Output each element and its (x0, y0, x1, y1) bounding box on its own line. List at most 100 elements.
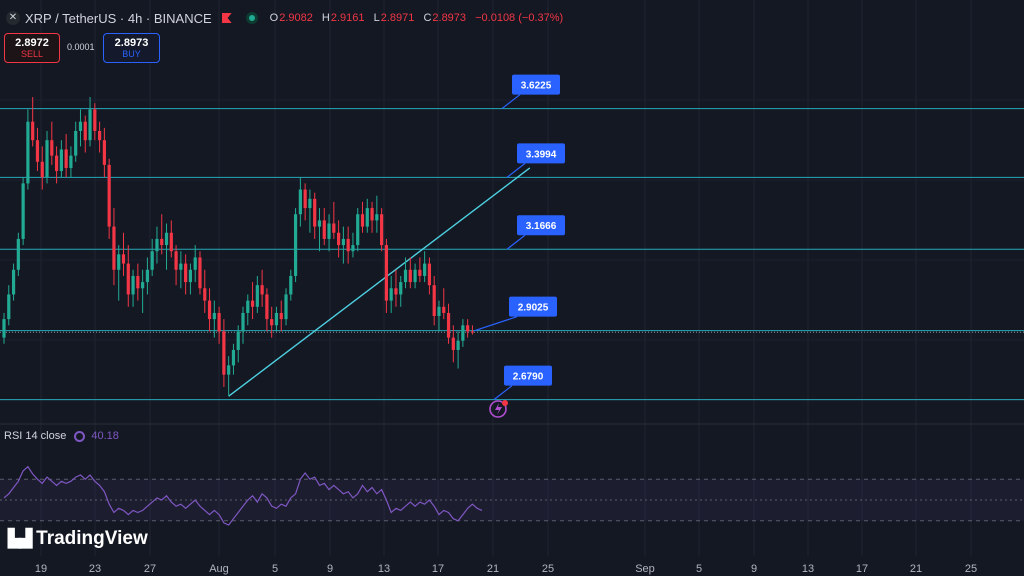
candle-body (337, 232, 341, 246)
candle-body (40, 161, 44, 178)
time-tick-label: 21 (487, 563, 499, 575)
candle-body (21, 183, 25, 239)
market-open-icon (245, 12, 258, 24)
ohlc-key: C (423, 12, 432, 24)
candle-body (437, 306, 441, 317)
ohlc-high: 2.9161 (330, 12, 365, 24)
candle-body (317, 220, 322, 227)
candle-body (26, 121, 30, 184)
candle-body (45, 140, 49, 178)
candle-body (117, 254, 121, 270)
callout-label: 2.9025 (518, 303, 549, 314)
candle-body (289, 275, 293, 295)
candle-body (59, 149, 63, 172)
time-tick-label: Aug (209, 563, 229, 575)
time-tick-label: 23 (89, 563, 101, 575)
candle-body (260, 285, 264, 295)
callout-box (517, 215, 565, 236)
candle-body (69, 155, 73, 168)
candle-body (188, 269, 193, 283)
candle-body (222, 331, 226, 375)
callout-label: 3.1666 (526, 221, 557, 232)
time-tick-label: 21 (910, 563, 922, 575)
candle-body (470, 331, 475, 333)
flag-icon[interactable] (221, 13, 232, 23)
trendline[interactable] (228, 167, 531, 397)
candle-body (423, 263, 427, 276)
cycle-icon[interactable] (74, 430, 86, 442)
candle-body (427, 263, 432, 286)
callout-label: 3.6225 (521, 81, 552, 92)
rsi-legend[interactable]: RSI 14 close 40.18 (4, 430, 119, 442)
candle-body (451, 337, 455, 350)
sell-button[interactable]: 2.8972 SELL (4, 33, 60, 63)
time-tick-label: 19 (35, 563, 47, 575)
candle-body (432, 285, 436, 317)
callout-label: 3.3994 (526, 149, 557, 160)
buy-label: BUY (122, 49, 141, 59)
candle-body (102, 140, 106, 165)
candle-body (174, 251, 178, 270)
candle-body (446, 312, 451, 338)
candle-body (298, 189, 302, 215)
candle-body (141, 282, 145, 289)
candle-body (293, 214, 298, 276)
candle-body (341, 238, 345, 246)
time-tick-label: 27 (144, 563, 156, 575)
candle-body (279, 312, 283, 320)
candle-body (198, 257, 202, 289)
candle-body (351, 245, 355, 252)
ohlc-values: O2.9082 H2.9161 L2.8971 C2.8973 −0.0108 … (270, 12, 570, 24)
candle-body (241, 312, 245, 332)
time-tick-label: 5 (696, 563, 702, 575)
candle-body (212, 312, 216, 320)
callout-box (504, 365, 552, 386)
candle-body (98, 130, 102, 141)
candle-body (360, 214, 365, 227)
time-tick-label: 13 (802, 563, 814, 575)
candle-body (384, 245, 388, 301)
candle-body (145, 269, 149, 283)
candle-body (399, 282, 403, 295)
candle-body (322, 220, 326, 239)
candle-body (179, 263, 183, 270)
trendline-segment (228, 167, 531, 397)
candle-body (408, 269, 412, 283)
time-tick-label: 13 (378, 563, 390, 575)
callout-box (509, 296, 557, 317)
buy-button[interactable]: 2.8973 BUY (103, 33, 160, 63)
candle-body (16, 238, 20, 270)
time-tick-label: 25 (965, 563, 977, 575)
candle-body (31, 121, 35, 141)
rsi-label: RSI 14 close (4, 430, 67, 442)
candle-body (150, 251, 154, 270)
tradingview-logo[interactable]: ▙▟ TradingView (8, 528, 148, 550)
xrp-logo-icon: ✕ (6, 11, 20, 25)
alert-icon[interactable] (489, 400, 508, 418)
candle-body (126, 263, 130, 295)
candle-body (403, 269, 408, 283)
ohlc-key: L (373, 12, 380, 24)
callout-pointer (493, 385, 513, 401)
candle-body (231, 349, 236, 366)
symbol-title[interactable]: XRP / TetherUS · 4h · BINANCE (25, 10, 212, 26)
candle-body (413, 269, 417, 283)
candle-body (365, 208, 369, 227)
candle-body (246, 300, 250, 313)
candle-body (461, 325, 465, 341)
candle-body (442, 306, 446, 313)
candle-body (207, 300, 212, 320)
sell-label: SELL (20, 49, 44, 59)
candle-body (88, 109, 92, 141)
candle-body (418, 269, 422, 276)
horizontal-levels (0, 108, 1024, 401)
candle-body (121, 254, 126, 264)
candle-body (466, 325, 470, 332)
candle-body (236, 331, 240, 350)
candle-body (380, 214, 384, 246)
candle-body (227, 365, 231, 375)
time-tick-label: 17 (856, 563, 868, 575)
candle-body (284, 294, 288, 320)
time-tick-label: 9 (327, 563, 333, 575)
